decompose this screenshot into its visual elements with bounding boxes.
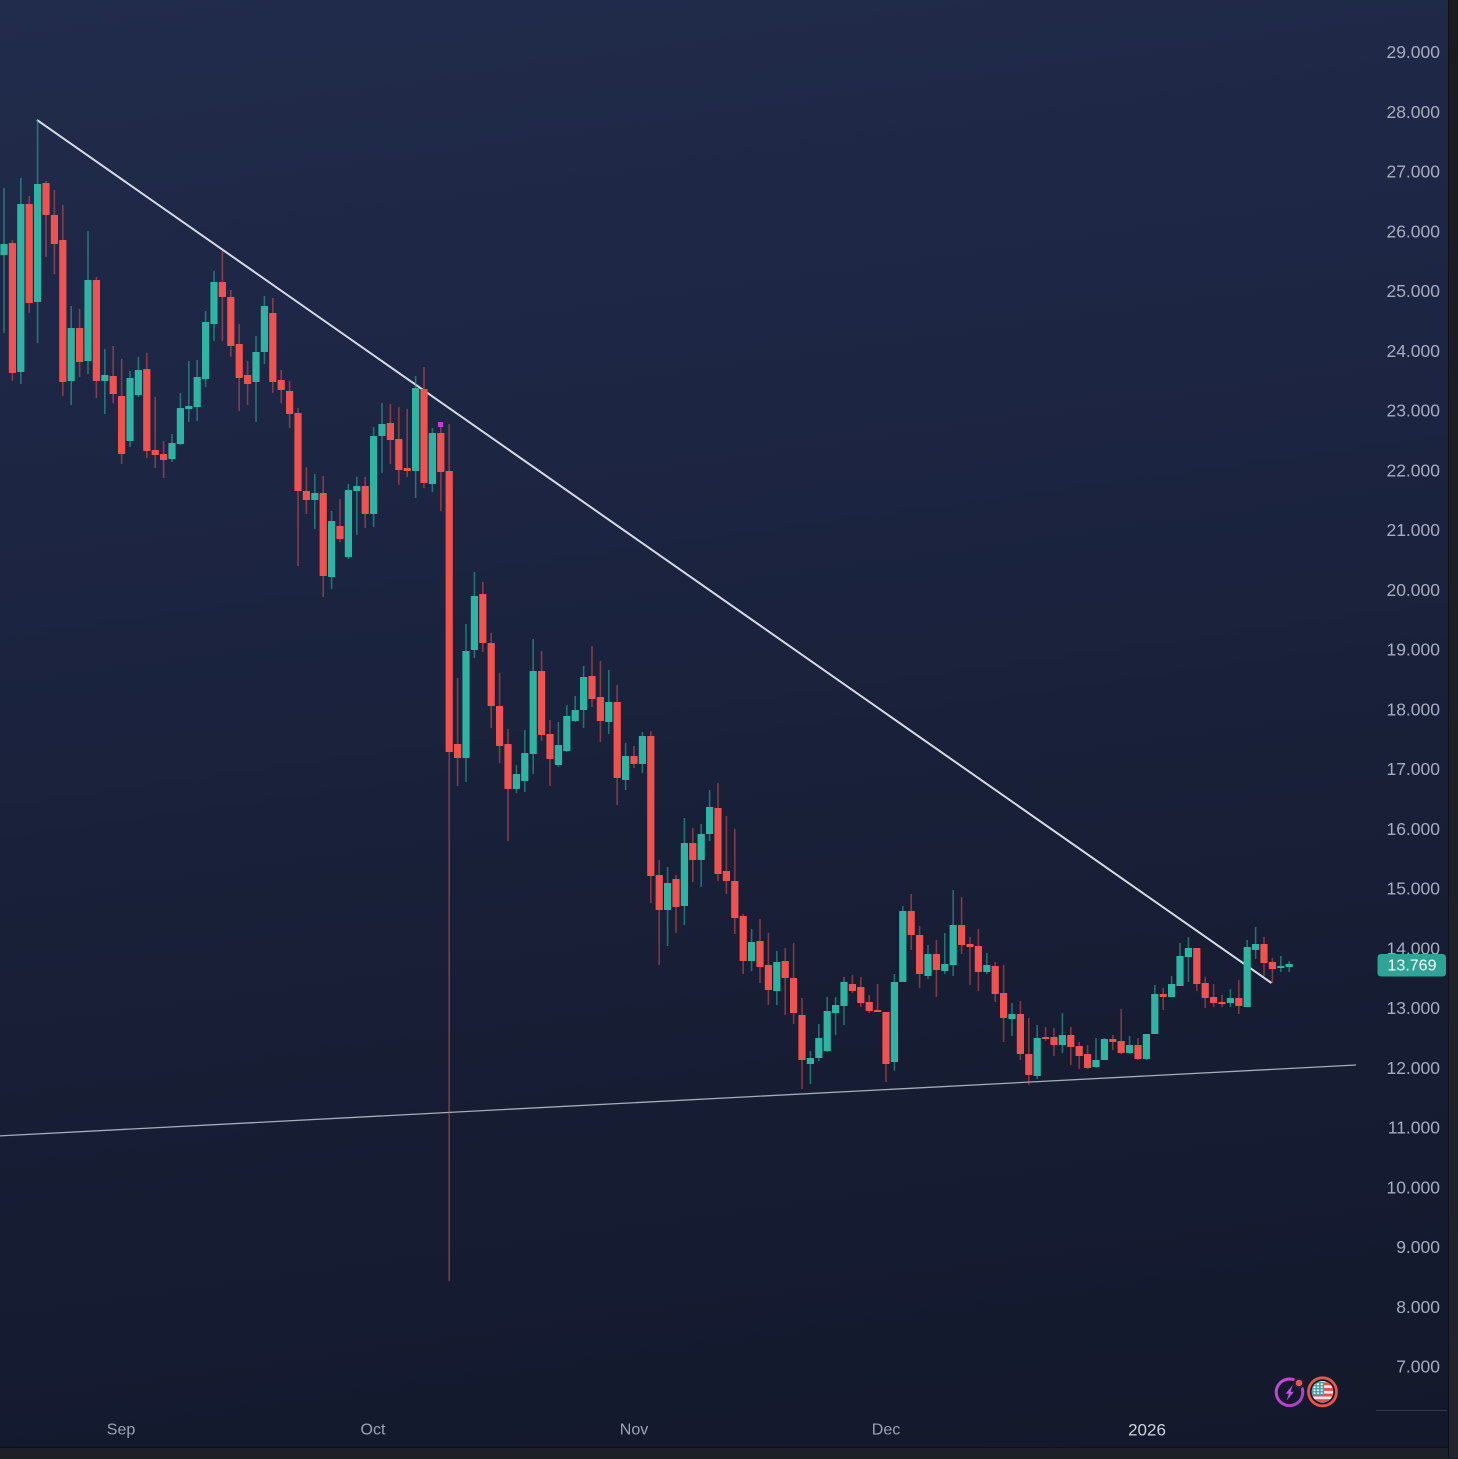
svg-text:Dec: Dec: [872, 1422, 900, 1439]
svg-text:13.000: 13.000: [1386, 998, 1440, 1018]
svg-text:17.000: 17.000: [1386, 759, 1440, 779]
svg-text:14.000: 14.000: [1386, 938, 1440, 958]
svg-text:Oct: Oct: [361, 1422, 386, 1439]
svg-text:28.000: 28.000: [1386, 102, 1440, 122]
svg-text:18.000: 18.000: [1386, 699, 1440, 719]
svg-text:9.000: 9.000: [1396, 1237, 1440, 1257]
svg-text:15.000: 15.000: [1386, 879, 1440, 899]
svg-text:Sep: Sep: [107, 1422, 136, 1439]
svg-text:27.000: 27.000: [1386, 162, 1440, 182]
svg-text:26.000: 26.000: [1386, 221, 1440, 241]
svg-text:Nov: Nov: [620, 1422, 648, 1439]
svg-text:10.000: 10.000: [1386, 1177, 1440, 1197]
svg-text:16.000: 16.000: [1386, 819, 1440, 839]
svg-text:12.000: 12.000: [1386, 1058, 1440, 1078]
svg-text:2026: 2026: [1128, 1421, 1166, 1440]
svg-text:13.769: 13.769: [1388, 957, 1437, 974]
svg-text:24.000: 24.000: [1386, 341, 1440, 361]
svg-text:19.000: 19.000: [1386, 640, 1440, 660]
svg-text:22.000: 22.000: [1386, 460, 1440, 480]
svg-text:11.000: 11.000: [1388, 1118, 1440, 1138]
svg-text:29.000: 29.000: [1386, 42, 1440, 62]
svg-text:7.000: 7.000: [1396, 1357, 1440, 1377]
svg-text:8.000: 8.000: [1396, 1297, 1440, 1317]
svg-text:21.000: 21.000: [1386, 520, 1440, 540]
svg-text:25.000: 25.000: [1386, 281, 1440, 301]
svg-text:23.000: 23.000: [1386, 401, 1440, 421]
svg-text:20.000: 20.000: [1386, 580, 1440, 600]
